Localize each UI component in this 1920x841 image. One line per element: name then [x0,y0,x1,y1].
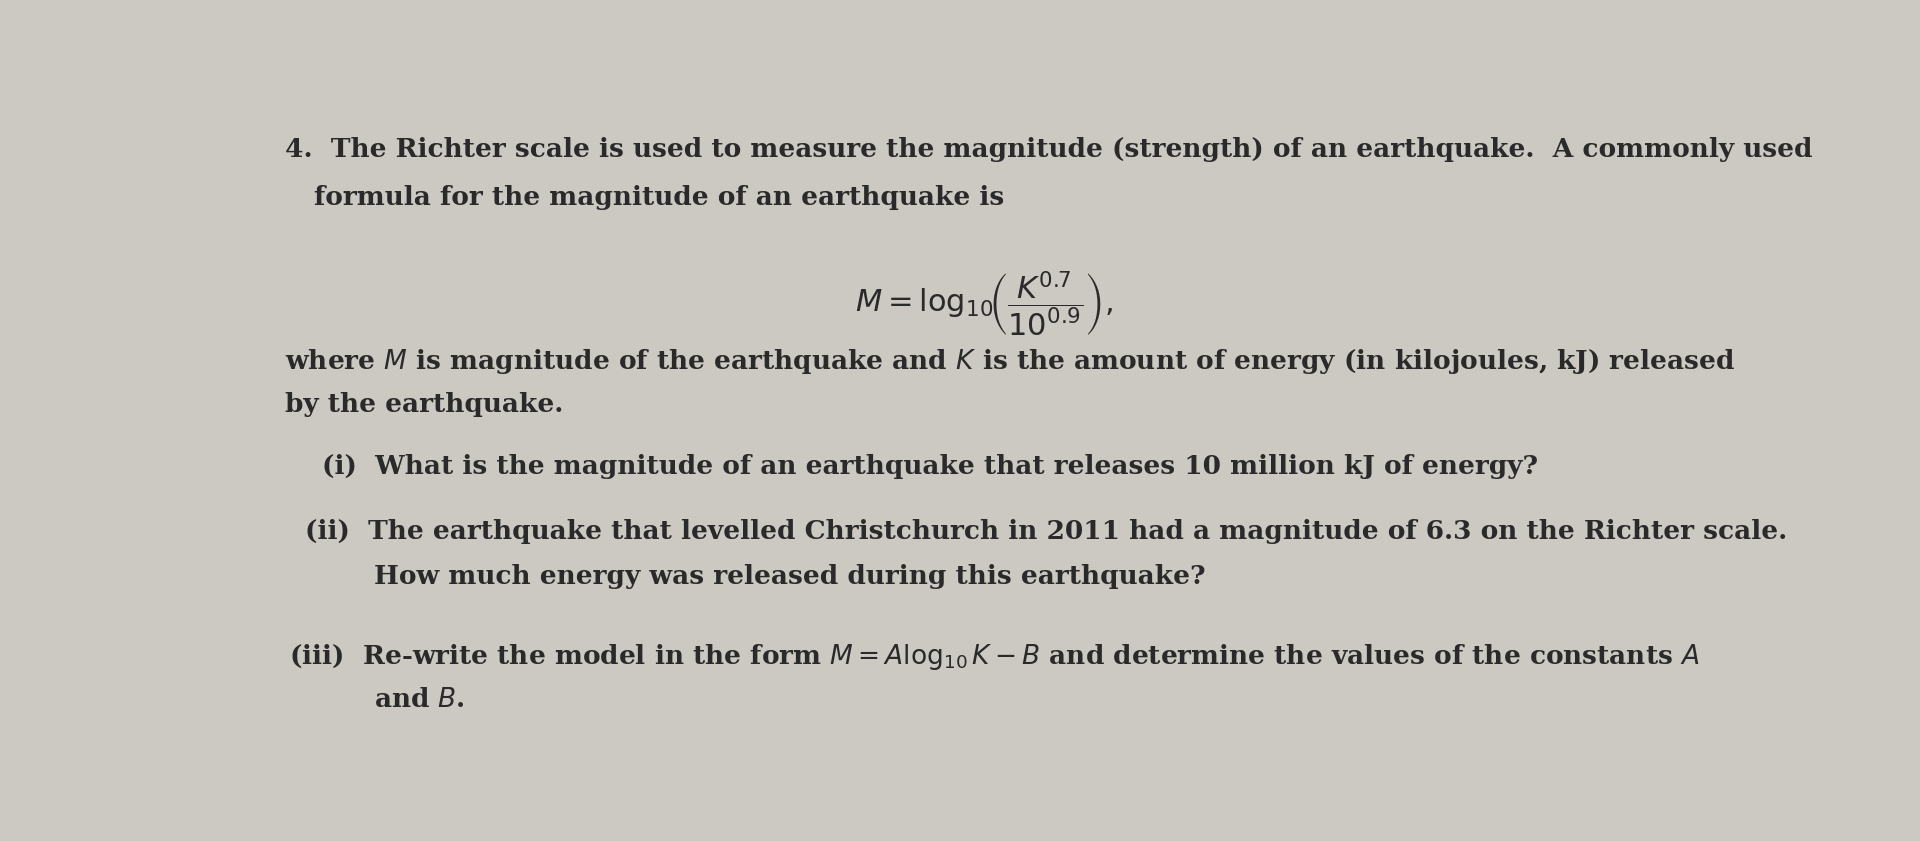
Text: (ii)  The earthquake that levelled Christchurch in 2011 had a magnitude of 6.3 o: (ii) The earthquake that levelled Christ… [305,519,1788,543]
Text: formula for the magnitude of an earthquake is: formula for the magnitude of an earthqua… [315,185,1004,210]
Text: and $B$.: and $B$. [374,687,465,712]
Text: (i)  What is the magnitude of an earthquake that releases 10 million kJ of energ: (i) What is the magnitude of an earthqua… [323,454,1538,479]
Text: where $\mathit{M}$ is magnitude of the earthquake and $\mathit{K}$ is the amount: where $\mathit{M}$ is magnitude of the e… [284,347,1734,376]
Text: 4.  The Richter scale is used to measure the magnitude (strength) of an earthqua: 4. The Richter scale is used to measure … [284,136,1812,161]
Text: How much energy was released during this earthquake?: How much energy was released during this… [374,564,1206,589]
Text: by the earthquake.: by the earthquake. [284,392,563,417]
Text: (iii)  Re-write the model in the form $M = A\log_{10} K - B$ and determine the v: (iii) Re-write the model in the form $M … [290,642,1699,672]
Text: $M = \mathrm{log}_{10}\!\left(\dfrac{K^{0.7}}{10^{0.9}}\right),$: $M = \mathrm{log}_{10}\!\left(\dfrac{K^{… [854,269,1114,339]
